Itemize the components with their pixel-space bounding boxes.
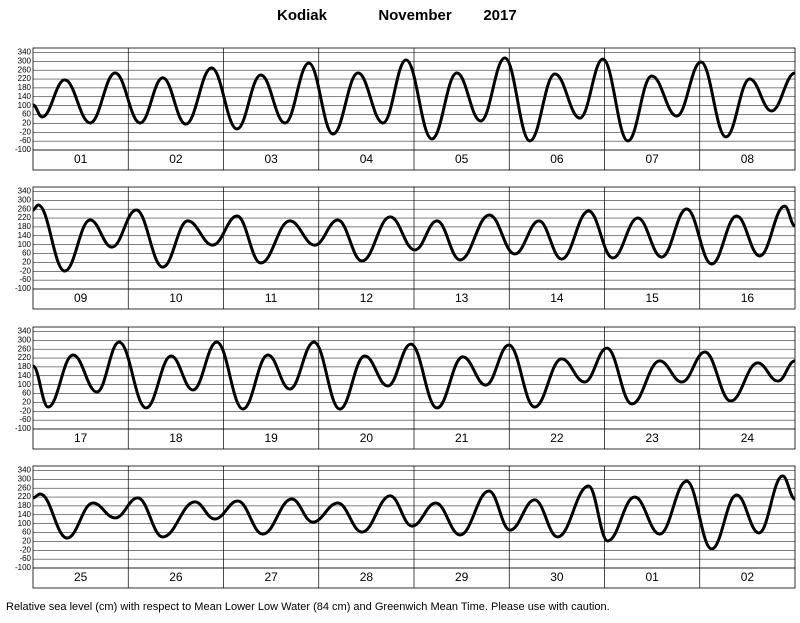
day-label: 02 <box>741 570 755 584</box>
y-tick-label: 180 <box>18 83 32 92</box>
day-label: 29 <box>455 570 469 584</box>
month: November <box>378 7 452 24</box>
y-tick-label: -60 <box>19 136 31 145</box>
y-tick-label: 340 <box>18 327 32 336</box>
y-tick-label: 340 <box>18 466 32 475</box>
y-tick-label: 300 <box>18 335 32 344</box>
y-tick-label: 300 <box>18 56 32 65</box>
y-tick-label: -100 <box>15 424 32 433</box>
day-label: 07 <box>645 152 659 166</box>
panel-frame <box>32 47 796 171</box>
panel-frame <box>32 326 796 450</box>
year: 2017 <box>483 7 516 24</box>
day-label: 04 <box>360 152 374 166</box>
y-tick-label: 100 <box>18 519 32 528</box>
day-label: 15 <box>645 291 659 305</box>
y-tick-label: 220 <box>18 492 32 501</box>
y-tick-label: -20 <box>19 127 31 136</box>
day-label: 21 <box>455 431 469 445</box>
day-label: 19 <box>264 431 278 445</box>
day-label: 28 <box>360 570 374 584</box>
y-tick-label: 20 <box>22 258 31 267</box>
tide-curve <box>32 474 796 551</box>
y-tick-label: -20 <box>19 406 31 415</box>
y-tick-label: 260 <box>18 344 32 353</box>
y-tick-label: 20 <box>22 398 31 407</box>
y-tick-label: 60 <box>22 389 31 398</box>
day-label: 10 <box>169 291 183 305</box>
tide-curve <box>31 340 796 411</box>
y-tick-label: 260 <box>18 65 32 74</box>
y-tick-label: 140 <box>18 510 32 519</box>
footer-note: Relative sea level (cm) with respect to … <box>6 601 610 613</box>
station: Kodiak <box>277 7 328 24</box>
y-tick-label: 340 <box>18 48 32 57</box>
day-label: 08 <box>741 152 755 166</box>
y-tick-label: 300 <box>18 474 32 483</box>
day-label: 23 <box>645 431 659 445</box>
y-tick-label: 20 <box>22 119 31 128</box>
day-label: 02 <box>169 152 183 166</box>
y-tick-label: 180 <box>18 501 32 510</box>
y-tick-label: 100 <box>18 240 32 249</box>
day-label: 14 <box>550 291 564 305</box>
day-label: 03 <box>264 152 278 166</box>
day-label: 13 <box>455 291 469 305</box>
y-tick-label: 340 <box>18 187 32 196</box>
day-label: 01 <box>645 570 659 584</box>
day-label: 01 <box>74 152 88 166</box>
day-label: 12 <box>360 291 374 305</box>
y-tick-label: 300 <box>18 195 32 204</box>
tide-curve <box>32 203 796 273</box>
y-tick-label: 60 <box>22 249 31 258</box>
day-label: 05 <box>455 152 469 166</box>
y-tick-label: -60 <box>19 554 31 563</box>
y-tick-label: -100 <box>15 284 32 293</box>
day-label: 30 <box>550 570 564 584</box>
y-tick-label: -60 <box>19 415 31 424</box>
y-tick-label: 140 <box>18 92 32 101</box>
panel-frame <box>32 465 796 589</box>
day-label: 11 <box>265 291 278 305</box>
day-label: 27 <box>264 570 278 584</box>
y-tick-label: -60 <box>19 275 31 284</box>
y-tick-label: 220 <box>18 74 32 83</box>
y-tick-label: 60 <box>22 110 31 119</box>
y-tick-label: 220 <box>18 353 32 362</box>
y-tick-label: 220 <box>18 213 32 222</box>
day-label: 09 <box>74 291 88 305</box>
y-tick-label: -100 <box>15 563 32 572</box>
panel-frame <box>32 186 796 310</box>
y-tick-label: 260 <box>18 483 32 492</box>
day-label: 24 <box>741 431 755 445</box>
y-tick-label: 100 <box>18 101 32 110</box>
y-tick-label: 60 <box>22 528 31 537</box>
tide-curve <box>32 56 796 143</box>
y-tick-label: -20 <box>19 266 31 275</box>
day-label: 26 <box>169 570 183 584</box>
y-tick-label: 180 <box>18 222 32 231</box>
day-label: 06 <box>550 152 564 166</box>
y-tick-label: -20 <box>19 545 31 554</box>
y-tick-label: -100 <box>15 145 32 154</box>
day-label: 16 <box>741 291 755 305</box>
day-label: 17 <box>74 431 88 445</box>
y-tick-label: 140 <box>18 231 32 240</box>
y-tick-label: 180 <box>18 362 32 371</box>
day-label: 18 <box>169 431 183 445</box>
day-label: 25 <box>74 570 88 584</box>
day-label: 22 <box>550 431 564 445</box>
day-label: 20 <box>360 431 374 445</box>
y-tick-label: 260 <box>18 204 32 213</box>
y-tick-label: 140 <box>18 371 32 380</box>
y-tick-label: 20 <box>22 537 31 546</box>
y-tick-label: 100 <box>18 380 32 389</box>
